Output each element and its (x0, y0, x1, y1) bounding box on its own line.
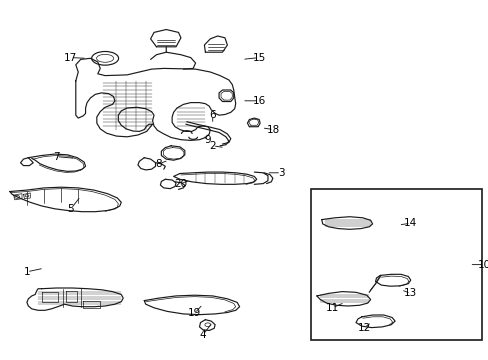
Text: 20: 20 (174, 179, 187, 189)
Text: 9: 9 (204, 135, 211, 145)
Text: 11: 11 (325, 303, 339, 313)
Text: 17: 17 (64, 53, 78, 63)
Text: 12: 12 (357, 323, 370, 333)
Text: 4: 4 (199, 330, 206, 340)
Text: 18: 18 (266, 125, 280, 135)
Text: 16: 16 (252, 96, 265, 106)
Text: 14: 14 (403, 218, 417, 228)
Text: 5: 5 (67, 204, 74, 214)
Bar (310, 189, 481, 340)
Text: 13: 13 (403, 288, 417, 298)
Text: 8: 8 (155, 159, 162, 169)
Text: 15: 15 (252, 53, 265, 63)
Text: 3: 3 (277, 168, 284, 178)
Text: 2: 2 (209, 141, 216, 151)
Text: 10: 10 (477, 260, 488, 270)
Text: 6: 6 (209, 110, 216, 120)
Text: 7: 7 (53, 152, 60, 162)
Text: 1: 1 (23, 267, 30, 277)
Text: 19: 19 (187, 308, 201, 318)
